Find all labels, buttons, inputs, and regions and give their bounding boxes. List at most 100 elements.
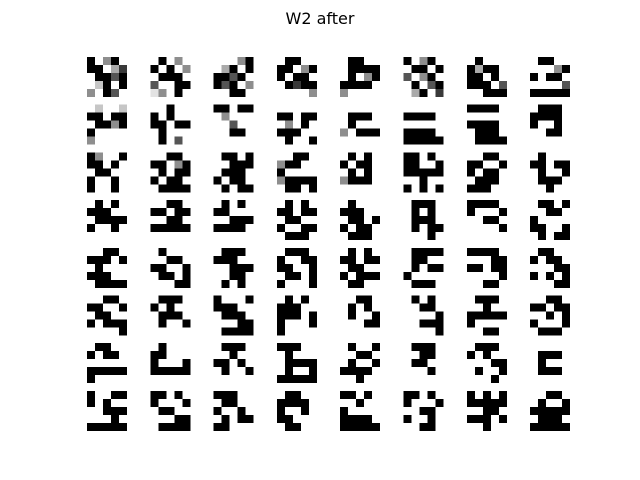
pixel — [364, 184, 373, 193]
pixel — [554, 184, 563, 193]
pixel — [150, 303, 159, 312]
pixel — [166, 232, 175, 241]
pixel — [111, 303, 119, 312]
pixel — [474, 208, 483, 217]
pixel — [87, 414, 95, 423]
pixel — [546, 327, 555, 336]
pixel — [364, 367, 373, 376]
pixel — [213, 398, 222, 407]
pixel — [150, 279, 159, 288]
pixel — [364, 81, 373, 89]
pixel — [119, 73, 127, 81]
pixel — [498, 359, 507, 368]
pixel — [498, 168, 507, 177]
pixel — [276, 168, 285, 177]
pixel — [554, 263, 563, 272]
pixel — [364, 89, 373, 97]
pixel — [95, 279, 103, 288]
pixel — [182, 184, 191, 193]
pixel — [554, 279, 563, 288]
pixel — [237, 160, 246, 169]
pixel — [474, 319, 483, 328]
pixel — [229, 311, 238, 320]
pixel — [174, 200, 183, 209]
pixel — [182, 398, 191, 407]
pixel — [245, 343, 254, 352]
pixel — [340, 414, 349, 423]
pixel — [466, 104, 475, 113]
pixel — [474, 120, 483, 129]
pixel — [245, 327, 254, 336]
pixel — [87, 89, 95, 97]
pixel — [292, 120, 301, 129]
pixel — [292, 398, 301, 407]
pixel — [111, 184, 119, 193]
pixel — [490, 89, 499, 97]
pixel — [237, 367, 246, 376]
pixel — [498, 128, 507, 137]
pixel — [237, 120, 246, 129]
pixel — [292, 136, 301, 145]
pixel — [538, 398, 547, 407]
pixel — [364, 176, 373, 185]
pixel — [482, 327, 491, 336]
pixel — [158, 375, 167, 384]
pixel — [530, 57, 539, 65]
pixel — [284, 311, 293, 320]
pixel — [474, 168, 483, 177]
pixel — [166, 295, 175, 304]
pixel — [340, 128, 349, 137]
pixel — [213, 224, 222, 233]
pixel — [87, 343, 95, 352]
pixel — [340, 200, 349, 209]
pixel — [276, 295, 285, 304]
pixel — [530, 176, 539, 185]
pixel — [427, 65, 436, 73]
pixel — [308, 414, 317, 423]
pixel — [435, 367, 444, 376]
pixel — [530, 398, 539, 407]
pixel — [308, 406, 317, 415]
pixel — [95, 295, 103, 304]
pixel — [213, 422, 222, 431]
pixel — [87, 319, 95, 328]
pixel — [562, 263, 571, 272]
pixel — [538, 247, 547, 256]
pixel — [276, 311, 285, 320]
pixel — [300, 65, 309, 73]
pixel — [284, 247, 293, 256]
pixel — [403, 120, 412, 129]
pixel — [482, 319, 491, 328]
pixel — [95, 319, 103, 328]
pixel — [356, 232, 365, 241]
pixel — [111, 120, 119, 129]
pixel — [340, 232, 349, 241]
pixel — [554, 120, 563, 129]
pixel — [435, 343, 444, 352]
pixel — [87, 406, 95, 415]
pixel — [95, 232, 103, 241]
pixel — [562, 247, 571, 256]
pixel — [562, 73, 571, 81]
pixel — [466, 81, 475, 89]
pixel — [435, 120, 444, 129]
pixel — [103, 414, 111, 423]
pixel — [292, 168, 301, 177]
pixel — [340, 216, 349, 225]
pixel — [538, 152, 547, 161]
pixel — [474, 200, 483, 209]
pixel — [276, 176, 285, 185]
pixel — [300, 398, 309, 407]
pixel — [562, 168, 571, 177]
pixel — [554, 81, 563, 89]
pixel — [87, 73, 95, 81]
pixel — [229, 422, 238, 431]
pixel — [372, 208, 381, 217]
pixel — [372, 112, 381, 121]
pixel — [435, 200, 444, 209]
pixel — [427, 359, 436, 368]
tile — [213, 57, 254, 97]
pixel — [300, 311, 309, 320]
pixel — [356, 271, 365, 280]
